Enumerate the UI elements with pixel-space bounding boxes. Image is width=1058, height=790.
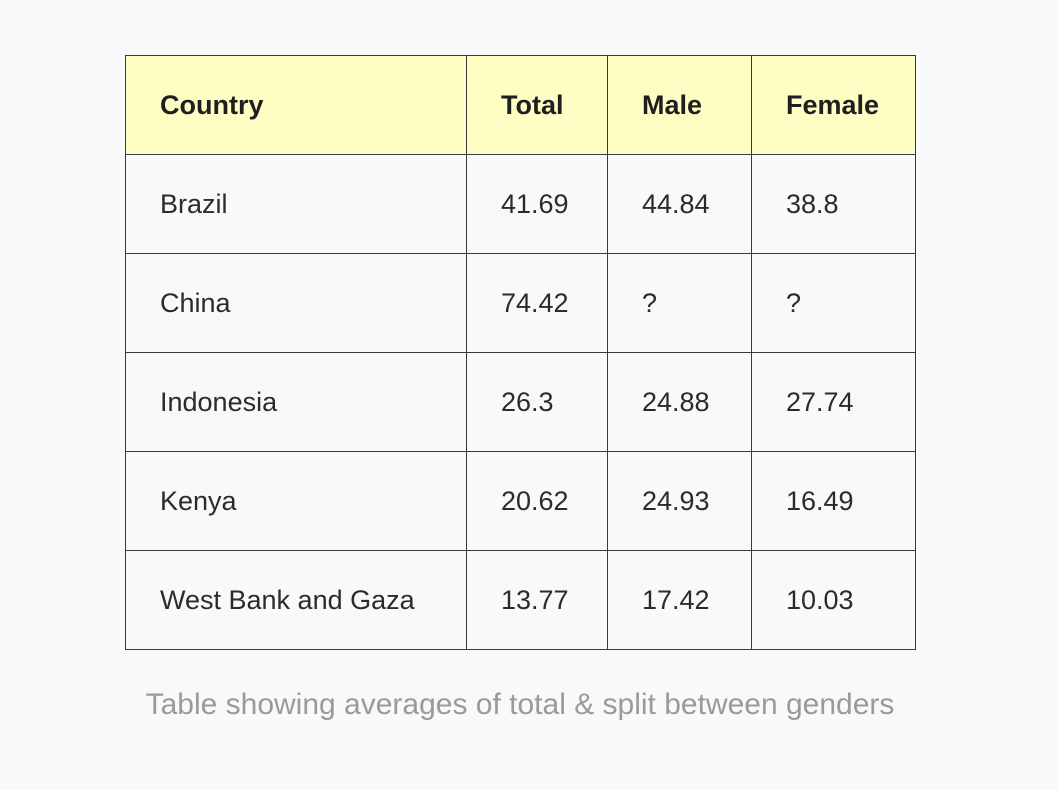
cell-total: 26.3 (466, 352, 608, 452)
cell-country: Brazil (125, 154, 467, 254)
table-row: China 74.42 ? ? (125, 253, 916, 353)
cell-male: 24.93 (607, 451, 752, 551)
header-country: Country (125, 55, 467, 155)
cell-total: 20.62 (466, 451, 608, 551)
cell-country: Kenya (125, 451, 467, 551)
cell-male: 44.84 (607, 154, 752, 254)
cell-total: 74.42 (466, 253, 608, 353)
cell-male: ? (607, 253, 752, 353)
table-row: West Bank and Gaza 13.77 17.42 10.03 (125, 550, 916, 650)
table-row: Indonesia 26.3 24.88 27.74 (125, 352, 916, 452)
data-table-container: Country Total Male Female Brazil 41.69 4… (125, 55, 916, 650)
cell-female: 27.74 (751, 352, 916, 452)
cell-female: 16.49 (751, 451, 916, 551)
cell-female: 10.03 (751, 550, 916, 650)
table-header-row: Country Total Male Female (125, 55, 916, 155)
header-total: Total (466, 55, 608, 155)
header-female: Female (751, 55, 916, 155)
cell-male: 17.42 (607, 550, 752, 650)
cell-female: ? (751, 253, 916, 353)
table-row: Brazil 41.69 44.84 38.8 (125, 154, 916, 254)
cell-total: 13.77 (466, 550, 608, 650)
cell-country: China (125, 253, 467, 353)
cell-female: 38.8 (751, 154, 916, 254)
cell-country: West Bank and Gaza (125, 550, 467, 650)
cell-total: 41.69 (466, 154, 608, 254)
data-table: Country Total Male Female Brazil 41.69 4… (125, 55, 916, 650)
table-caption: Table showing averages of total & split … (145, 688, 895, 721)
cell-country: Indonesia (125, 352, 467, 452)
table-row: Kenya 20.62 24.93 16.49 (125, 451, 916, 551)
header-male: Male (607, 55, 752, 155)
cell-male: 24.88 (607, 352, 752, 452)
